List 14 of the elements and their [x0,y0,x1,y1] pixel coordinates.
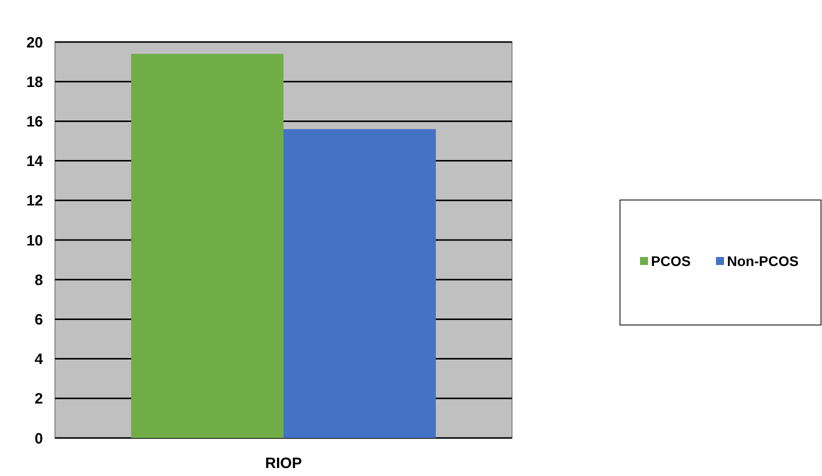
y-tick-label: 10 [26,232,43,250]
y-tick-label: 12 [26,192,43,210]
legend-label: Non-PCOS [727,253,799,269]
y-tick-label: 18 [26,74,43,91]
y-tick-label: 0 [34,430,43,448]
y-tick-label: 14 [26,153,44,170]
x-tick-label: RIOP [265,455,302,472]
y-tick-label: 20 [26,34,43,52]
y-tick-label: 4 [34,351,44,368]
y-tick-label: 2 [34,390,43,408]
legend-label: PCOS [651,253,691,269]
y-tick-label: 6 [34,311,43,328]
y-tick-label: 8 [34,272,43,289]
y-tick-label: 16 [26,113,43,130]
